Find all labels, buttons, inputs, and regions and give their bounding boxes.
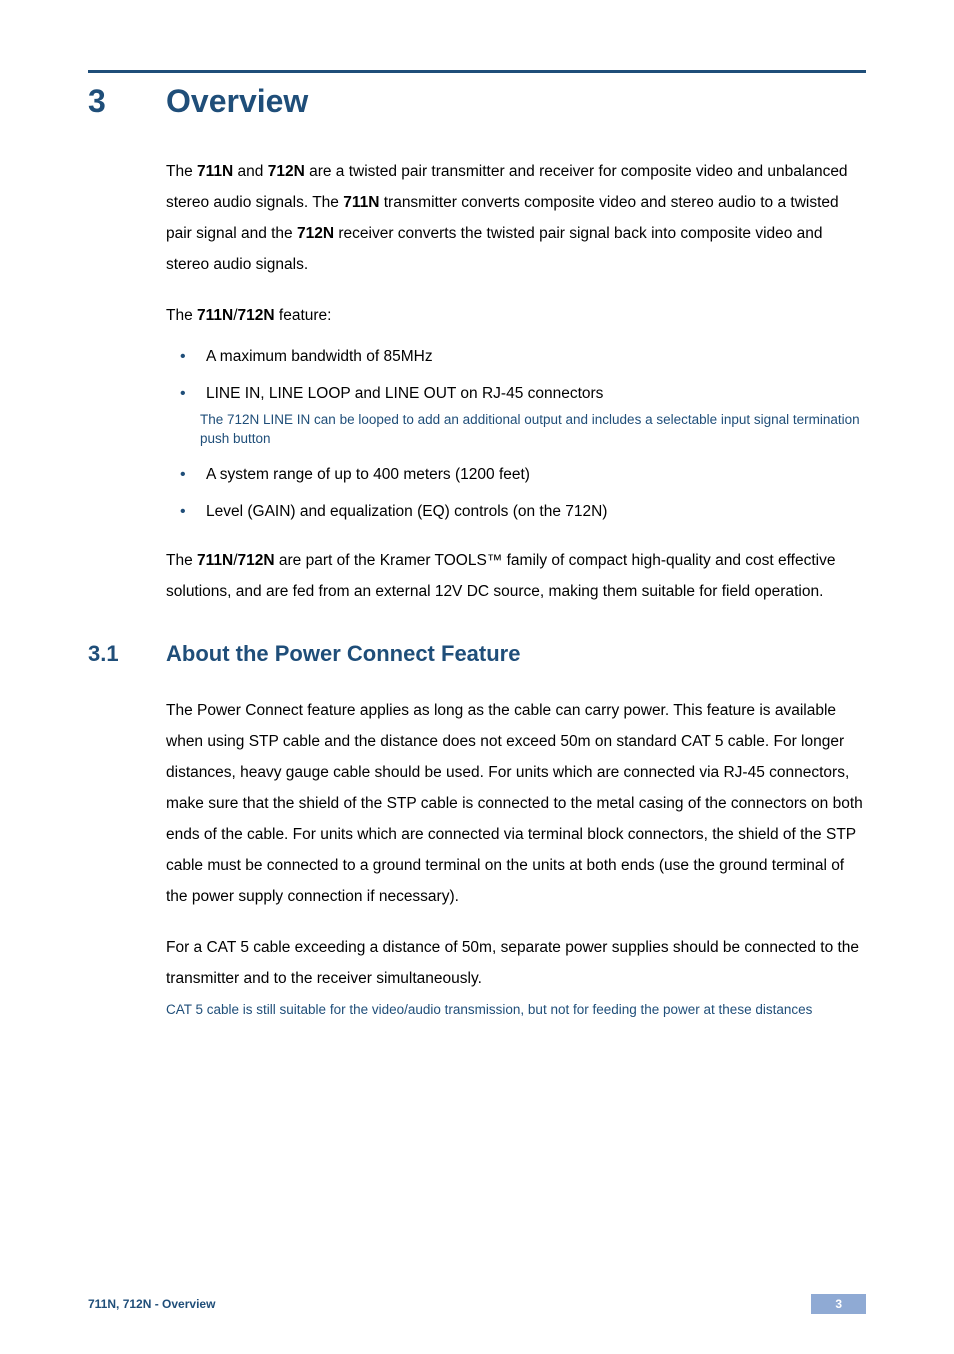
heading-1-number: 3 [88, 83, 166, 120]
text: The [166, 307, 197, 324]
text: feature: [275, 307, 332, 324]
model-712n: 712N [268, 163, 305, 180]
section-paragraph-2: For a CAT 5 cable exceeding a distance o… [166, 932, 866, 994]
feature-lead: The 711N/712N feature: [166, 300, 866, 331]
model-711n: 711N [197, 163, 233, 180]
heading-2-number: 3.1 [88, 641, 166, 667]
feature-list: A maximum bandwidth of 85MHz LINE IN, LI… [166, 345, 866, 523]
text: The [166, 163, 197, 180]
list-item-text: A maximum bandwidth of 85MHz [206, 348, 433, 365]
footer-title: 711N, 712N - Overview [88, 1297, 215, 1311]
outro-paragraph: The 711N/712N are part of the Kramer TOO… [166, 545, 866, 607]
list-item-text: A system range of up to 400 meters (1200… [206, 466, 530, 483]
model-711n: 711N [197, 307, 233, 324]
list-item-text: LINE IN, LINE LOOP and LINE OUT on RJ-45… [206, 385, 603, 402]
page-number-badge: 3 [811, 1294, 866, 1314]
list-item: Level (GAIN) and equalization (EQ) contr… [166, 500, 866, 523]
text: The [166, 552, 197, 569]
model-712n: 712N [238, 307, 275, 324]
list-item: A maximum bandwidth of 85MHz [166, 345, 866, 368]
heading-2: 3.1 About the Power Connect Feature [88, 641, 866, 667]
list-item-note: The 712N LINE IN can be looped to add an… [200, 410, 866, 449]
list-item-text: Level (GAIN) and equalization (EQ) contr… [206, 503, 607, 520]
model-711n: 711N [197, 552, 233, 569]
list-item: LINE IN, LINE LOOP and LINE OUT on RJ-45… [166, 382, 866, 448]
section-rule [88, 70, 866, 73]
section-body: The Power Connect feature applies as lon… [166, 695, 866, 1020]
text: and [233, 163, 267, 180]
list-item: A system range of up to 400 meters (1200… [166, 463, 866, 486]
heading-2-title: About the Power Connect Feature [166, 641, 520, 667]
intro-paragraph: The 711N and 712N are a twisted pair tra… [166, 156, 866, 280]
page: 3 Overview The 711N and 712N are a twist… [0, 0, 954, 1354]
model-711n: 711N [343, 194, 379, 211]
heading-1: 3 Overview [88, 83, 866, 120]
section-paragraph-1: The Power Connect feature applies as lon… [166, 695, 866, 912]
heading-1-title: Overview [166, 83, 308, 120]
section-footnote: CAT 5 cable is still suitable for the vi… [166, 1000, 866, 1020]
model-712n: 712N [238, 552, 275, 569]
body: The 711N and 712N are a twisted pair tra… [166, 156, 866, 607]
page-footer: 711N, 712N - Overview 3 [88, 1294, 866, 1314]
model-712n: 712N [297, 225, 334, 242]
